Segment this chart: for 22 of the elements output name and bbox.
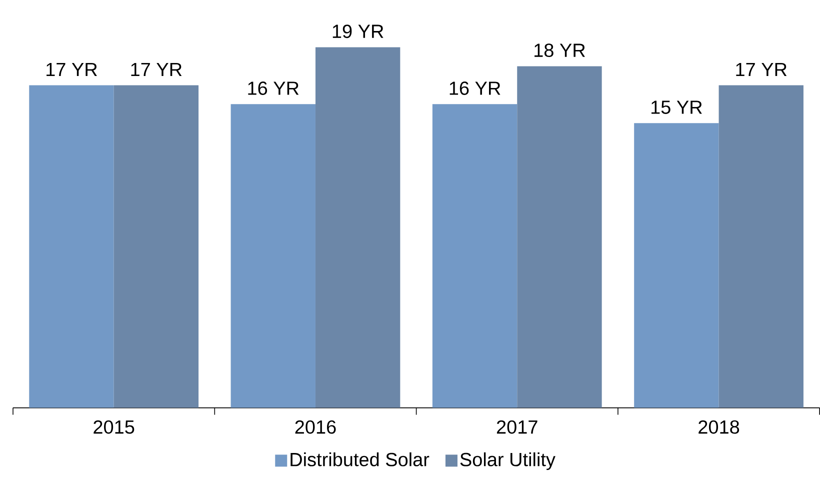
bar: [634, 123, 719, 408]
legend-label: Distributed Solar: [290, 452, 430, 466]
data-label: 17 YR: [46, 63, 97, 76]
bar: [718, 85, 804, 408]
x-tick-label: 2018: [698, 420, 740, 434]
bar: [315, 47, 400, 408]
data-label: 17 YR: [736, 63, 787, 76]
data-label: 17 YR: [131, 63, 182, 76]
data-label: 16 YR: [248, 82, 299, 96]
bar: [29, 85, 114, 408]
data-label: 16 YR: [450, 82, 500, 96]
x-tick-label: 2017: [496, 420, 538, 434]
bar: [230, 104, 316, 408]
x-tick-label: 2015: [94, 420, 134, 434]
bar: [432, 104, 518, 408]
legend-label: Solar Utility: [460, 452, 556, 470]
bar: [517, 66, 602, 408]
data-label: 18 YR: [534, 44, 585, 58]
x-tick-label: 2016: [295, 420, 336, 434]
data-label: 19 YR: [332, 24, 384, 38]
data-label: 15 YR: [651, 100, 702, 114]
bar: [114, 85, 199, 408]
